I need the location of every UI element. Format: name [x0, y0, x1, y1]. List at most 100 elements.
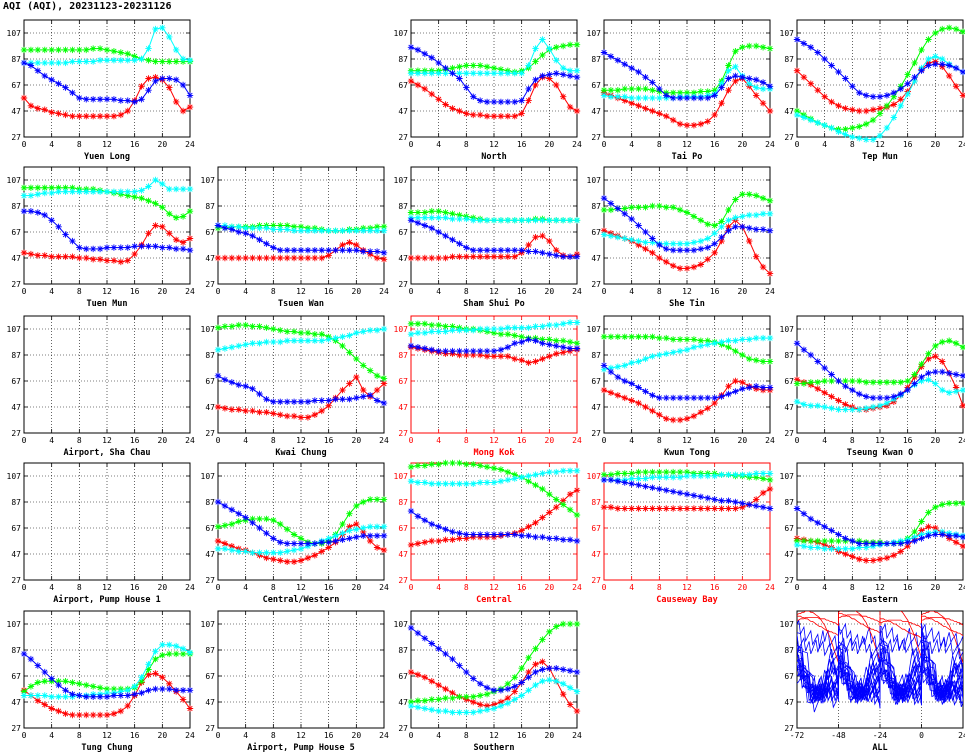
data-point — [869, 540, 877, 547]
data-point — [566, 338, 574, 346]
data-point — [270, 398, 277, 405]
data-point — [131, 243, 138, 250]
y-tick-label: 107 — [780, 620, 795, 629]
data-point — [442, 480, 449, 487]
data-point — [456, 535, 463, 542]
data-point — [124, 57, 131, 64]
data-point — [856, 107, 863, 115]
data-point — [20, 59, 28, 67]
data-point — [621, 61, 628, 68]
data-point — [27, 683, 35, 690]
data-point — [456, 327, 463, 334]
data-point — [186, 235, 194, 242]
data-point — [718, 338, 725, 346]
data-point — [835, 537, 842, 545]
data-point — [103, 188, 111, 195]
data-point — [663, 415, 670, 422]
data-point — [483, 325, 491, 333]
data-point — [532, 645, 539, 652]
data-point — [711, 230, 718, 237]
data-point — [697, 245, 705, 253]
data-point — [311, 331, 319, 338]
data-point — [525, 97, 532, 104]
data-point — [339, 227, 346, 234]
data-point — [525, 217, 532, 224]
data-point — [504, 113, 512, 120]
data-point — [518, 97, 525, 104]
data-point — [766, 384, 774, 391]
data-point — [559, 344, 567, 351]
data-point — [607, 87, 615, 94]
data-point — [883, 394, 891, 402]
y-tick-label: 27 — [398, 429, 408, 438]
data-point — [607, 206, 615, 214]
data-point — [525, 478, 532, 485]
data-point — [635, 68, 642, 76]
data-point — [428, 346, 435, 353]
data-point — [172, 245, 180, 253]
data-point — [221, 323, 229, 330]
data-point — [828, 98, 835, 106]
data-point — [746, 224, 753, 232]
data-point — [228, 254, 236, 262]
y-tick-label: 67 — [205, 524, 215, 533]
x-tick-label: 12 — [102, 287, 112, 296]
y-tick-label: 27 — [205, 280, 215, 289]
data-point — [800, 401, 808, 408]
data-point — [690, 344, 698, 351]
data-point — [932, 380, 939, 387]
data-point — [518, 247, 525, 254]
data-point — [628, 100, 635, 107]
data-point — [497, 98, 505, 106]
data-point — [511, 247, 518, 254]
data-point — [690, 247, 698, 254]
data-point — [821, 55, 828, 63]
data-point — [428, 678, 435, 685]
data-point — [835, 377, 842, 385]
y-tick-label: 27 — [205, 724, 215, 733]
data-point — [600, 227, 608, 234]
data-point — [96, 245, 104, 253]
data-point — [504, 253, 512, 260]
data-point — [304, 227, 312, 234]
data-point — [952, 340, 960, 347]
data-point — [725, 497, 732, 504]
data-point — [456, 347, 463, 355]
data-point — [470, 675, 477, 682]
data-point — [532, 323, 539, 330]
data-point — [573, 253, 581, 260]
data-point — [725, 344, 732, 351]
data-point — [166, 650, 173, 658]
data-point — [876, 556, 884, 563]
data-point — [483, 253, 491, 260]
y-tick-label: 107 — [201, 472, 216, 481]
data-point — [117, 707, 125, 715]
data-point — [525, 62, 532, 69]
x-tick-label: 12 — [102, 436, 112, 445]
data-point — [449, 709, 456, 716]
data-point — [642, 85, 649, 93]
data-point — [683, 89, 691, 96]
y-tick-label: 47 — [205, 254, 215, 263]
x-tick-label: 12 — [682, 583, 692, 592]
y-tick-label: 67 — [398, 228, 408, 237]
data-point — [152, 25, 159, 33]
data-point — [449, 459, 456, 467]
data-point — [573, 345, 581, 352]
y-tick-label: 67 — [398, 377, 408, 386]
data-point — [290, 337, 298, 344]
data-point — [746, 384, 753, 391]
data-point — [600, 476, 608, 484]
data-point — [407, 478, 415, 485]
y-tick-label: 87 — [398, 498, 408, 507]
y-tick-label: 107 — [7, 620, 22, 629]
data-point — [34, 209, 42, 216]
data-point — [945, 370, 953, 377]
data-point — [242, 254, 249, 262]
data-point — [752, 474, 760, 481]
y-tick-label: 87 — [205, 202, 215, 211]
data-point — [214, 222, 222, 229]
data-point — [48, 184, 55, 191]
